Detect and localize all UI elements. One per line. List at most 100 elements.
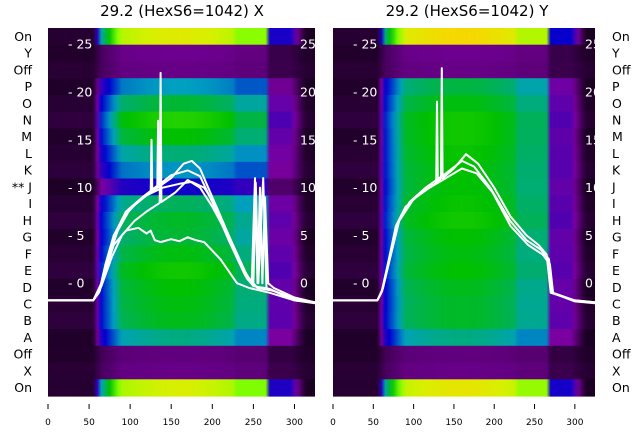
row-label: A xyxy=(612,330,621,345)
heatmap-row xyxy=(333,245,595,263)
x-tick-label: 150 xyxy=(163,418,180,428)
y-tick-label: - 15 xyxy=(353,132,377,147)
row-label: D xyxy=(22,280,32,295)
heatmap-row xyxy=(333,212,595,230)
heatmap-row xyxy=(48,228,315,246)
x-tick-label: 150 xyxy=(445,418,462,428)
row-label: X xyxy=(23,363,32,378)
heatmap-row xyxy=(48,128,315,146)
y-tick-label: - 20 xyxy=(68,85,92,100)
x-tick-label: 0 xyxy=(45,418,51,428)
heatmap-row xyxy=(48,295,315,313)
x-tick-label: 200 xyxy=(204,418,221,428)
y-tick-label-right: 10 xyxy=(300,180,316,195)
x-tick-label: 0 xyxy=(330,418,336,428)
heatmap-row xyxy=(333,161,595,180)
y-tick-label-right: 5 xyxy=(585,228,593,243)
row-label: Off xyxy=(14,347,33,362)
heatmap-row xyxy=(48,161,315,180)
heatmap-row xyxy=(48,145,315,163)
row-label: F xyxy=(25,246,32,261)
heatmap-row xyxy=(48,28,315,46)
series-line-trace-2 xyxy=(48,119,316,304)
row-label: P xyxy=(24,79,32,94)
series-line-trace-3 xyxy=(333,167,596,304)
row-label: O xyxy=(612,96,622,111)
row-label: I xyxy=(28,196,32,211)
heatmap-row xyxy=(333,379,595,397)
row-label: G xyxy=(22,230,32,245)
heatmap-row xyxy=(48,329,315,347)
heatmap-row xyxy=(333,94,595,113)
row-label: H xyxy=(23,213,32,228)
y-tick-label-right: 25 xyxy=(300,37,316,52)
x-tick-label: 50 xyxy=(83,418,95,428)
row-label: F xyxy=(612,246,619,261)
row-label: Y xyxy=(611,46,620,61)
heatmap-row xyxy=(333,362,595,380)
x-tick-label: 200 xyxy=(486,418,503,428)
row-label: H xyxy=(612,213,621,228)
row-label: On xyxy=(612,29,630,44)
row-label: On xyxy=(612,380,630,395)
row-label: ** J xyxy=(12,179,32,194)
row-label: N xyxy=(23,113,32,128)
row-label: K xyxy=(612,163,621,178)
row-label: G xyxy=(612,230,622,245)
row-label: N xyxy=(612,113,621,128)
row-label: Y xyxy=(23,46,32,61)
heatmap-row xyxy=(333,329,595,347)
y-tick-label: - 10 xyxy=(353,180,377,195)
row-label: E xyxy=(612,263,620,278)
x-tick-label: 100 xyxy=(122,418,139,428)
x-tick-label: 300 xyxy=(566,418,583,428)
heatmap-row xyxy=(48,61,315,79)
row-label: M xyxy=(21,129,32,144)
y-tick-label: - 0 xyxy=(353,276,369,291)
y-tick-label-right: 15 xyxy=(300,132,316,147)
heatmap-row xyxy=(333,44,595,62)
x-tick-label: 250 xyxy=(526,418,543,428)
heatmap-row xyxy=(48,78,315,96)
row-label: B xyxy=(23,313,32,328)
row-label: C xyxy=(23,297,32,312)
row-label: On xyxy=(14,29,32,44)
x-tick-label: 50 xyxy=(368,418,380,428)
heatmap-row xyxy=(48,212,315,230)
row-label: O xyxy=(22,96,32,111)
series-line-trace-5 xyxy=(48,226,316,304)
row-label: J xyxy=(611,179,616,194)
row-label: On xyxy=(14,380,32,395)
heatmap-row xyxy=(48,278,315,297)
heatmap-row xyxy=(48,94,315,113)
row-label: Off xyxy=(612,62,631,77)
row-label: A xyxy=(23,330,32,345)
y-tick-label-right: 5 xyxy=(300,228,308,243)
row-label: Off xyxy=(612,347,631,362)
heatmap-row xyxy=(48,245,315,263)
heatmap-row xyxy=(48,345,315,364)
heatmap-row xyxy=(333,128,595,146)
heatmap-row xyxy=(333,262,595,280)
row-label: B xyxy=(612,313,621,328)
row-label: C xyxy=(612,297,621,312)
heatmap-row xyxy=(333,111,595,129)
heatmap-row xyxy=(333,312,595,330)
heatmap-row xyxy=(333,61,595,79)
row-label: P xyxy=(612,79,620,94)
y-tick-label-right: 25 xyxy=(585,37,601,52)
y-tick-label-right: 20 xyxy=(585,85,601,100)
row-label: L xyxy=(612,146,619,161)
series-line-trace-1 xyxy=(333,67,596,304)
y-tick-label: - 0 xyxy=(68,276,84,291)
y-tick-label-right: 15 xyxy=(585,132,601,147)
heatmap-row xyxy=(333,195,595,213)
heatmap-row xyxy=(333,145,595,163)
y-tick-label: - 5 xyxy=(353,228,369,243)
y-tick-label: - 15 xyxy=(68,132,92,147)
y-tick-label-right: 10 xyxy=(585,180,601,195)
y-tick-label: - 25 xyxy=(68,37,92,52)
